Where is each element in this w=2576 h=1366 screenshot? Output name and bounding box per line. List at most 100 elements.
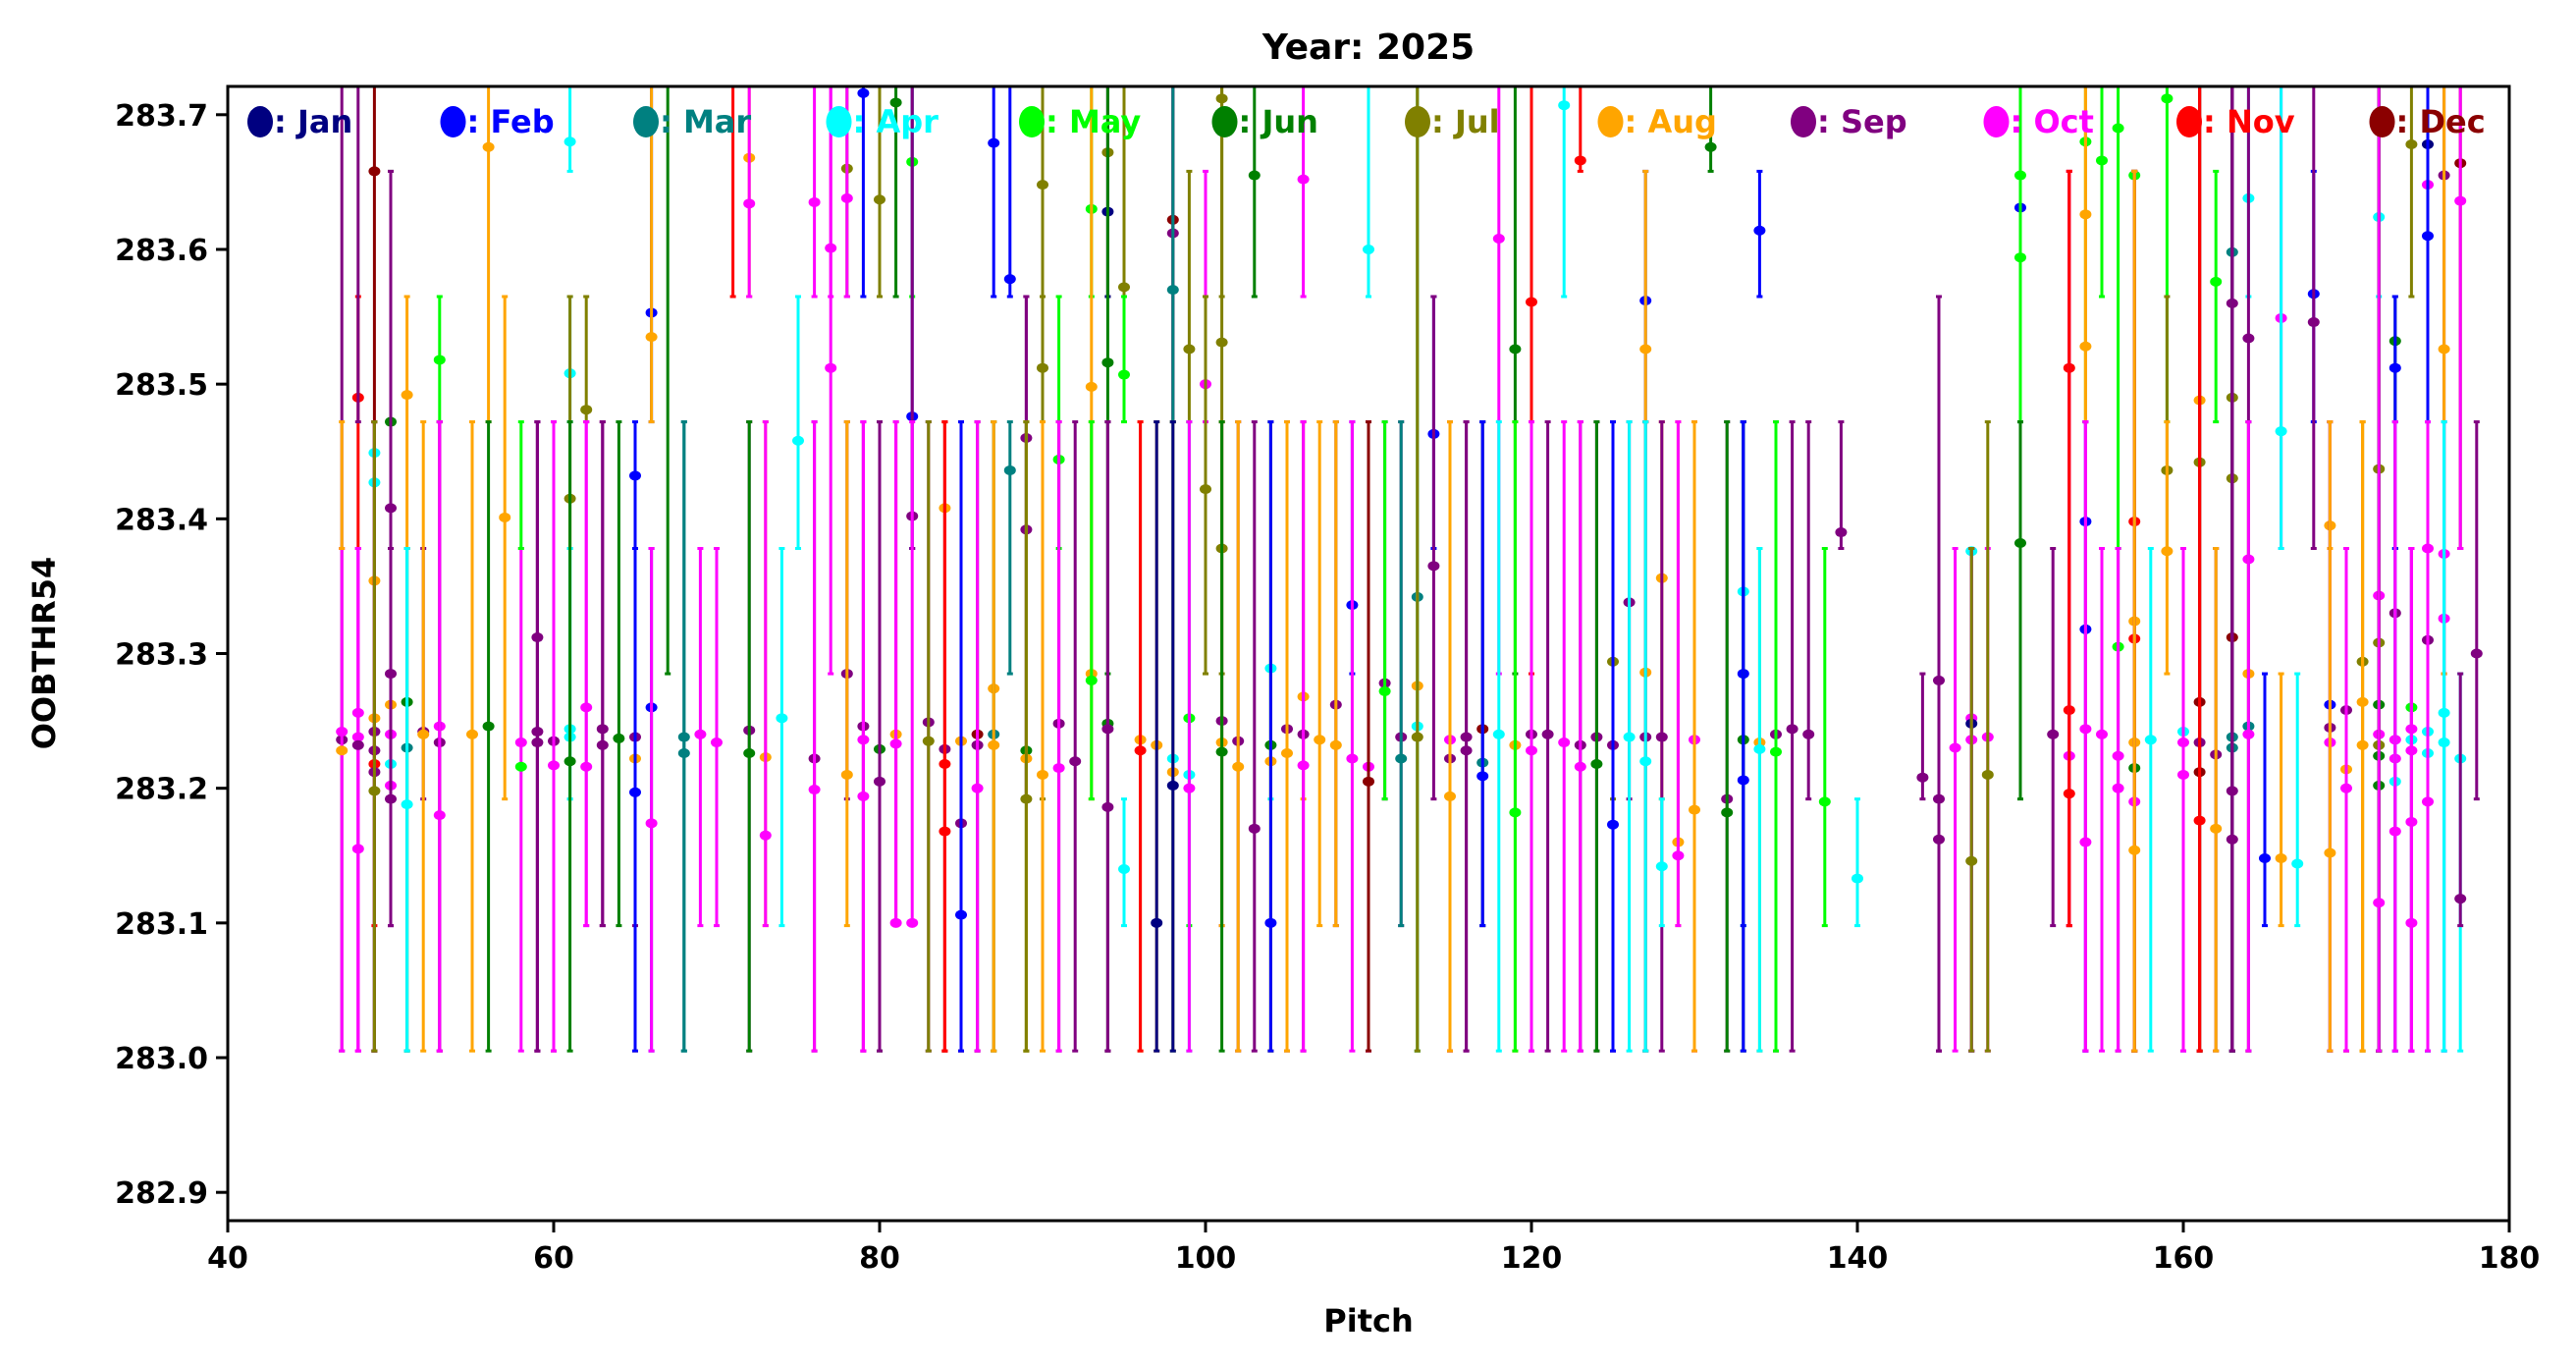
data-point-marker <box>1411 732 1423 742</box>
data-point-marker <box>857 87 870 98</box>
data-point-marker <box>1753 225 1766 236</box>
chart-title: Year: 2025 <box>1261 27 1475 68</box>
legend-label: : Aug <box>1625 103 1717 140</box>
data-point-marker <box>385 503 397 514</box>
error-bar-point <box>1574 420 1586 1053</box>
legend-label: : Oct <box>2011 103 2094 140</box>
error-bar-point <box>1655 797 1668 928</box>
data-point-marker <box>2079 341 2092 352</box>
error-bar-point <box>2454 86 2467 551</box>
data-point-marker <box>433 355 446 365</box>
data-point-marker <box>2096 155 2108 166</box>
error-bar-point <box>889 420 902 928</box>
x-axis-label: Pitch <box>1323 1302 1413 1339</box>
error-bar-point <box>1852 797 1863 928</box>
error-bar-point <box>1689 420 1700 1053</box>
error-bar-point <box>1329 420 1342 928</box>
data-point-marker <box>1346 753 1359 764</box>
legend-label: : Jul <box>1431 103 1500 140</box>
data-point-marker <box>1248 823 1261 834</box>
data-point-marker <box>1460 745 1473 756</box>
data-point-marker <box>2161 93 2174 104</box>
error-bar-point <box>1264 420 1277 1053</box>
legend-entry: : Nov <box>2176 103 2295 140</box>
x-tick-label: 120 <box>1501 1241 1563 1276</box>
data-point-marker <box>1737 775 1749 786</box>
error-bar-point <box>1590 420 1603 1053</box>
data-point-marker <box>857 791 870 801</box>
data-point-marker <box>743 748 756 759</box>
error-bar-point <box>2275 672 2287 928</box>
error-bar-point <box>939 420 951 1053</box>
error-bar-point <box>1052 420 1065 1053</box>
data-point-marker <box>1264 917 1277 928</box>
data-point-marker <box>2161 546 2174 557</box>
data-point-marker <box>564 756 576 767</box>
data-point-marker <box>1655 732 1668 742</box>
x-tick-label: 140 <box>1827 1241 1889 1276</box>
error-bar-point <box>955 420 967 1053</box>
error-bar-point <box>2405 86 2418 299</box>
legend-label: : Dec <box>2396 103 2486 140</box>
error-bar-point <box>1753 169 1766 299</box>
error-bar-point <box>840 420 853 928</box>
error-bar-point <box>1215 420 1228 1053</box>
data-point-marker <box>1558 100 1571 111</box>
legend-entry: : Aug <box>1597 103 1717 140</box>
x-axis: 40 60 80 100 120 140 160 180 <box>207 1221 2540 1276</box>
error-bar-point <box>1916 672 1929 801</box>
data-point-marker <box>1607 819 1619 830</box>
error-bar-point <box>433 420 446 1053</box>
x-tick-label: 160 <box>2153 1241 2215 1276</box>
error-bar-point <box>743 86 756 299</box>
data-point-marker <box>2356 739 2369 750</box>
error-bar-point <box>1020 420 1033 1053</box>
legend: : Jan: Feb: Mar: Apr: May: Jun: Jul: Aug… <box>247 103 2486 140</box>
legend-entry: : Oct <box>1983 103 2094 140</box>
data-point-marker <box>2193 815 2206 826</box>
data-point-marker <box>2405 917 2418 928</box>
data-point-marker <box>1704 141 1717 152</box>
data-point-marker <box>1639 756 1652 767</box>
legend-entry: : Jul <box>1405 103 1500 140</box>
data-point-marker <box>2242 729 2255 739</box>
error-bar-point <box>1704 86 1717 173</box>
data-point-marker <box>580 761 593 772</box>
data-point-marker <box>2275 853 2287 864</box>
data-point-marker <box>694 729 707 739</box>
data-point-marker <box>2438 344 2450 355</box>
error-bar-point <box>1232 420 1245 1053</box>
data-point-marker <box>1248 170 1261 181</box>
data-point-marker <box>1395 753 1408 764</box>
data-point-marker <box>2422 796 2434 807</box>
data-point-marker <box>1200 484 1211 495</box>
data-point-marker <box>2063 789 2075 799</box>
y-axis: 282.9 283.0 283.1 283.2 283.3 283.4 283.5 283.6… <box>115 99 228 1211</box>
error-bar-point <box>1672 420 1685 928</box>
error-bar-point <box>2438 420 2450 1053</box>
legend-marker-icon <box>247 106 273 137</box>
data-point-marker <box>1574 761 1586 772</box>
error-bar-point <box>1509 420 1522 1053</box>
error-bar-point <box>889 86 902 299</box>
data-point-marker <box>1492 234 1505 245</box>
data-point-marker <box>1526 745 1537 756</box>
error-bar-point <box>1574 86 1586 173</box>
data-point-marker <box>1541 729 1554 739</box>
data-point-marker <box>1363 244 1374 254</box>
data-point-marker <box>1118 863 1130 874</box>
data-point-marker <box>2014 252 2026 263</box>
error-bar-point <box>482 420 495 1053</box>
data-point-marker <box>889 917 902 928</box>
error-bar-point <box>2356 420 2369 1053</box>
data-point-marker <box>482 721 495 732</box>
error-bar-point <box>1444 420 1456 1053</box>
data-point-marker <box>776 713 788 724</box>
data-point-marker <box>1949 742 1961 753</box>
error-bar-point <box>1314 420 1326 928</box>
error-bar-point <box>1395 420 1408 928</box>
x-tick-label: 60 <box>533 1241 574 1276</box>
data-point-marker <box>336 745 349 756</box>
data-point-marker <box>1329 739 1342 750</box>
error-bar-point <box>2470 420 2483 801</box>
